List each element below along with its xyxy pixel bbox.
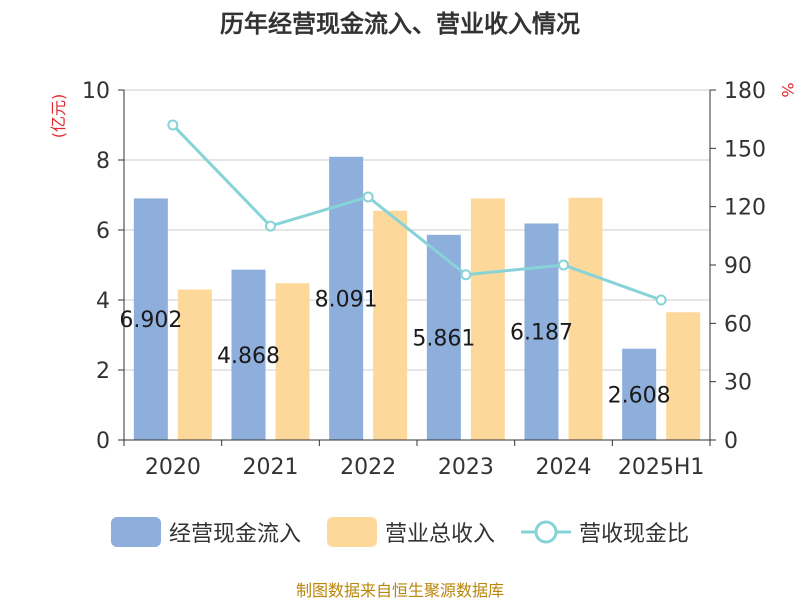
bar-revenue <box>373 210 408 440</box>
y-right-tick-label: 0 <box>724 429 738 454</box>
legend-swatch-cash-inflow <box>110 517 161 547</box>
point-cash-ratio <box>460 269 472 281</box>
y-right-unit: % <box>778 82 797 97</box>
legend-item-cash-inflow[interactable]: 经营现金流入 <box>110 516 301 548</box>
bar-revenue <box>275 283 310 440</box>
bar-revenue <box>568 197 603 440</box>
y-right-tick-label: 150 <box>724 137 766 162</box>
line-layer <box>167 119 667 306</box>
y-left-tick-label: 6 <box>96 219 110 244</box>
x-tick-label: 2024 <box>536 455 592 480</box>
y-left-tick-label: 2 <box>96 359 110 384</box>
bar-cash-inflow <box>524 223 559 440</box>
chart-title: 历年经营现金流入、营业收入情况 <box>220 10 580 38</box>
bar-cash-inflow <box>133 198 168 440</box>
y-right-tick-label: 60 <box>724 312 752 337</box>
legend-item-cash-ratio[interactable]: 营收现金比 <box>521 516 689 548</box>
axes: 0 2 4 6 8 10 0 30 60 90 120 150 180 (亿元)% 2020 2021 2022… <box>49 79 797 480</box>
data-label-cash-inflow: 6.187 <box>510 321 573 346</box>
y-right-tick-label: 90 <box>724 254 752 279</box>
legend-label-cash-inflow: 经营现金流入 <box>168 522 301 547</box>
y-left-tick-label: 4 <box>96 289 110 314</box>
data-label-cash-inflow: 6.902 <box>119 308 182 333</box>
data-label-cash-inflow: 5.861 <box>412 326 475 351</box>
bar-cash-inflow <box>622 348 657 440</box>
bar-revenue <box>666 312 701 440</box>
data-label-cash-inflow: 8.091 <box>315 287 378 312</box>
point-cash-ratio <box>167 119 179 131</box>
bar-layer <box>133 156 701 440</box>
y-right-tick-label: 180 <box>724 79 766 104</box>
bar-cash-inflow <box>426 234 461 440</box>
x-tick-label: 2020 <box>145 455 201 480</box>
y-left-tick-label: 0 <box>96 429 110 454</box>
point-cash-ratio <box>655 294 667 306</box>
data-label-cash-inflow: 2.608 <box>608 383 671 408</box>
legend-label-cash-ratio: 营收现金比 <box>579 522 690 547</box>
y-left-tick-label: 10 <box>82 79 110 104</box>
legend-label-revenue: 营业总收入 <box>384 522 495 547</box>
bar-revenue <box>470 198 505 440</box>
x-tick-label: 2022 <box>340 455 396 480</box>
bar-cash-inflow <box>231 269 266 440</box>
legend: 经营现金流入 营业总收入 营收现金比 <box>0 512 800 552</box>
x-tick-label: 2025H1 <box>618 455 705 480</box>
y-right-tick-label: 30 <box>724 371 752 396</box>
source-note: 制图数据来自恒生聚源数据库 <box>295 581 504 600</box>
y-right-tick-label: 120 <box>724 196 766 221</box>
x-tick-label: 2021 <box>243 455 299 480</box>
point-cash-ratio <box>265 220 276 232</box>
legend-swatch-cash-ratio <box>521 520 571 544</box>
point-cash-ratio <box>362 191 374 203</box>
legend-swatch-revenue <box>326 517 377 547</box>
legend-item-revenue[interactable]: 营业总收入 <box>326 516 495 548</box>
bar-revenue <box>177 289 212 440</box>
x-tick-label: 2023 <box>438 455 494 480</box>
y-left-tick-label: 8 <box>96 149 110 174</box>
point-cash-ratio <box>558 259 569 271</box>
y-left-unit: (亿元) <box>49 94 68 139</box>
data-labels: 6.902 4.868 8.091 5.861 6.187 2.608 <box>119 287 670 408</box>
grid-lines <box>124 89 710 371</box>
data-label-cash-inflow: 4.868 <box>217 344 280 369</box>
line-cash-ratio <box>171 123 662 302</box>
